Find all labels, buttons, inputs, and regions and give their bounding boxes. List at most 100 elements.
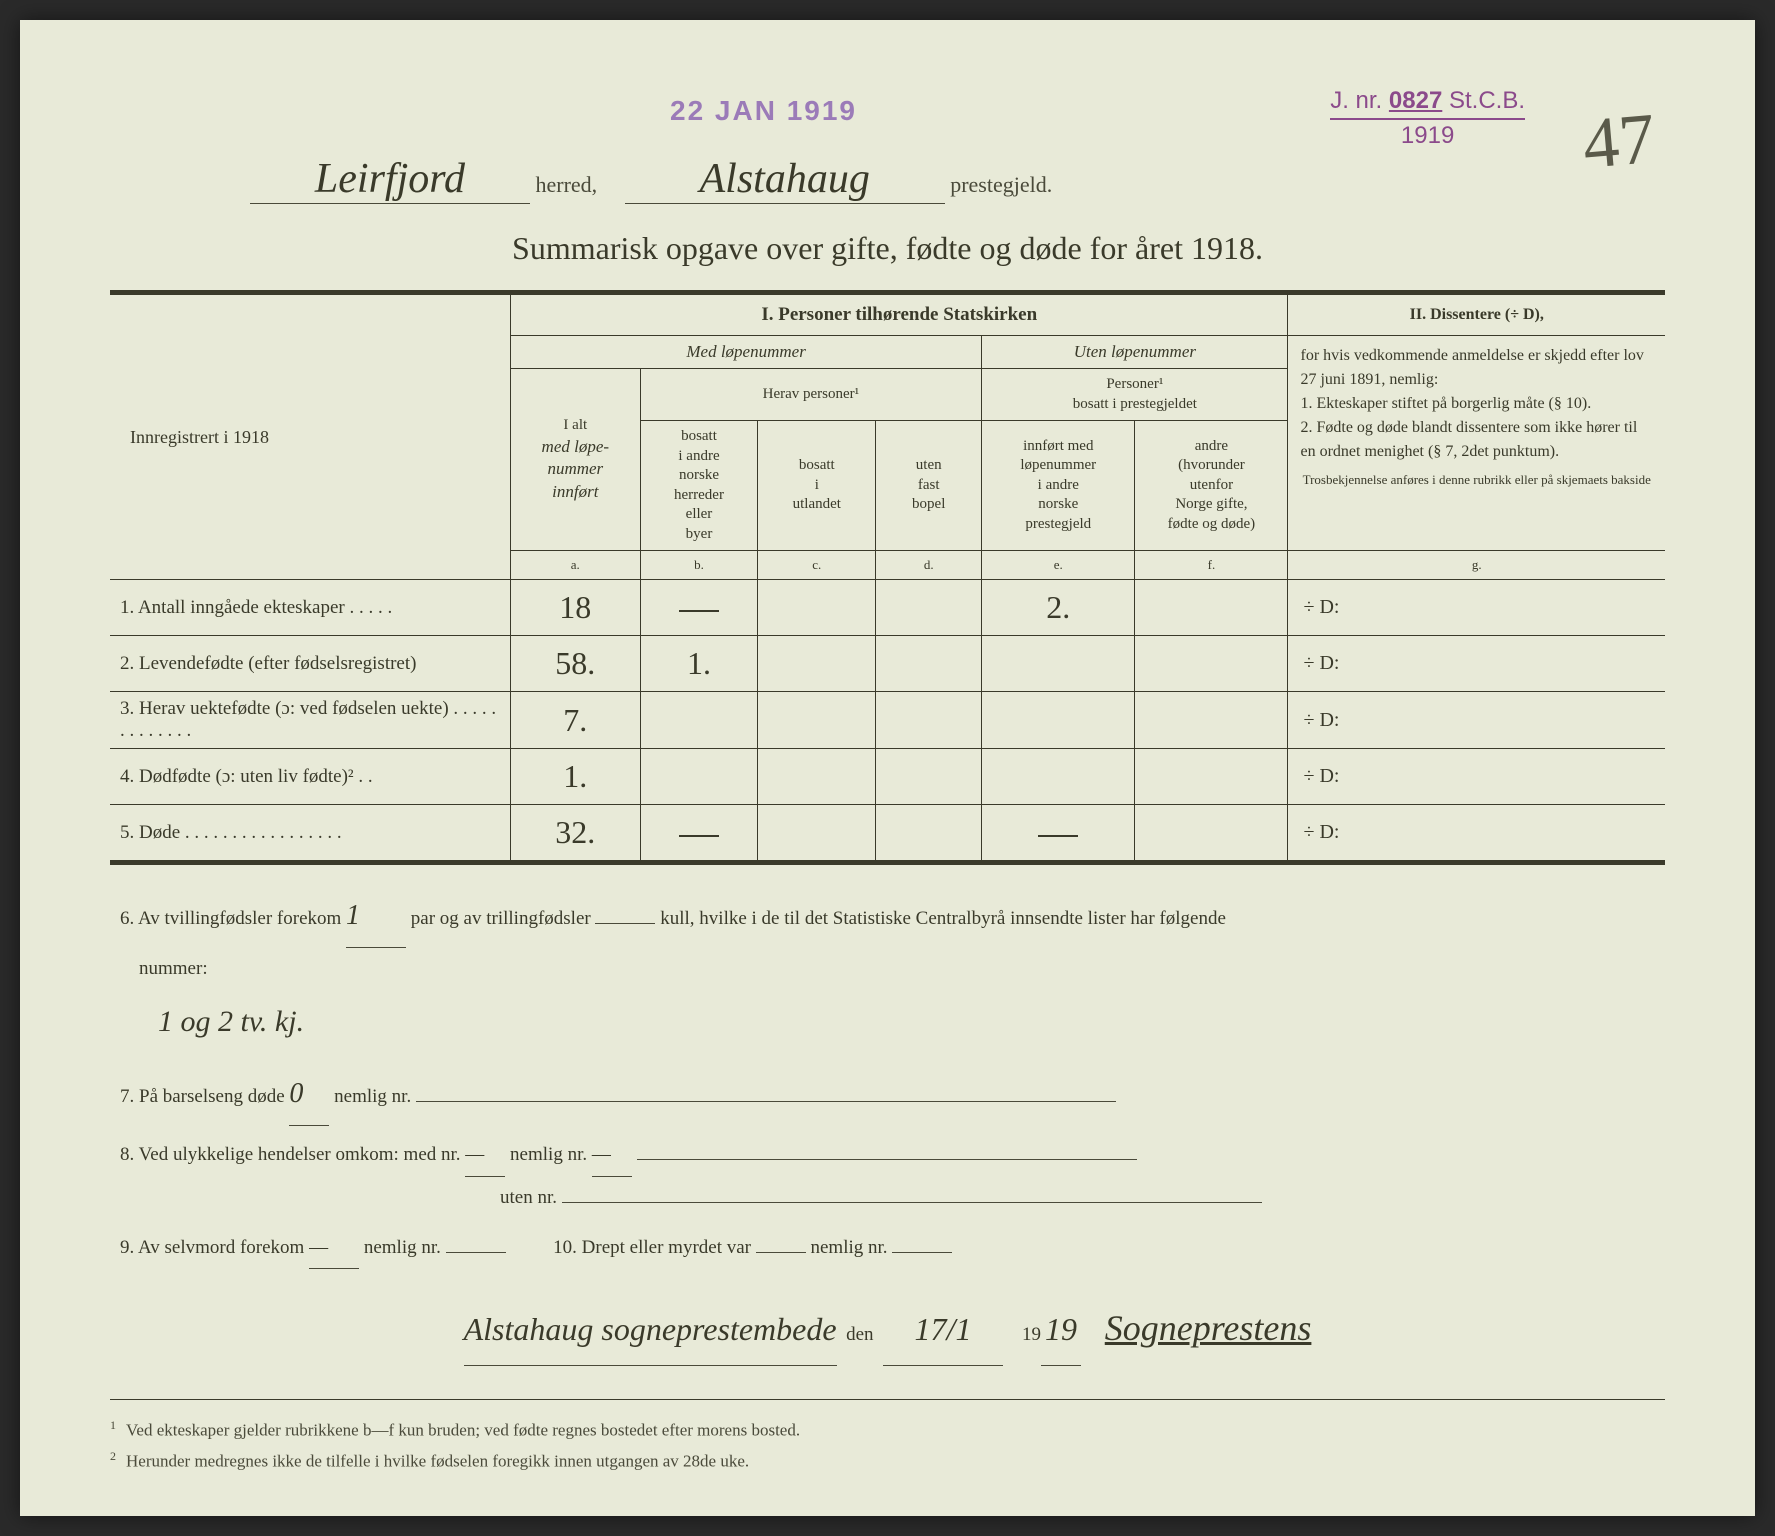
summary-table: Innregistrert i 1918 I. Personer tilhøre… xyxy=(110,294,1665,861)
col-e-header: innført med løpenummer i andre norske pr… xyxy=(982,421,1135,551)
cell-b xyxy=(640,580,758,636)
signature-line: Alstahaug sogneprestembede den 17/1 1919… xyxy=(120,1289,1655,1368)
document-title: Summarisk opgave over gifte, fødte og dø… xyxy=(110,230,1665,267)
personer-bosatt: Personer¹ bosatt i prestegjeldet xyxy=(982,369,1288,421)
cell-c xyxy=(758,692,876,749)
item6-pre: 6. Av tvillingfødsler forekom xyxy=(120,908,341,929)
cell-g: ÷ D: xyxy=(1288,692,1665,749)
sig-place: Alstahaug sogneprestembede xyxy=(464,1294,837,1365)
item9-fill1: — xyxy=(309,1227,359,1270)
item9-pre: 9. Av selvmord forekom xyxy=(120,1237,304,1258)
col-f-label: f. xyxy=(1135,551,1288,580)
cell-g: ÷ D: xyxy=(1288,805,1665,861)
cell-d xyxy=(876,636,982,692)
footnote-2: 2Herunder medregnes ikke de tilfelle i h… xyxy=(110,1446,1665,1477)
journal-number-stamp: J. nr. 0827 St.C.B. 1919 xyxy=(1330,85,1525,151)
item-7: 7. På barselseng døde 0 nemlig nr. xyxy=(120,1063,1655,1126)
sig-year-pre: 19 xyxy=(1022,1324,1041,1345)
sig-den: den xyxy=(846,1324,873,1345)
cell-d xyxy=(876,692,982,749)
sig-date: 17/1 xyxy=(883,1294,1003,1365)
footnotes: 1Ved ekteskaper gjelder rubrikkene b—f k… xyxy=(110,1399,1665,1478)
herred-label: herred, xyxy=(536,172,598,197)
table-row: 1. Antall inngåede ekteskaper . . . . .1… xyxy=(110,580,1665,636)
cell-b: 1. xyxy=(640,636,758,692)
item6-val1: 1 xyxy=(346,885,406,948)
location-line: Leirfjord herred, Alstahaug prestegjeld. xyxy=(250,155,1450,204)
item6-note: 1 og 2 tv. kj. xyxy=(158,1005,304,1038)
col-f-header: andre (hvorunder utenfor Norge gifte, fø… xyxy=(1135,421,1288,551)
cell-a: 58. xyxy=(511,636,641,692)
table-row: 3. Herav uektefødte (ɔ: ved fødselen uek… xyxy=(110,692,1665,749)
cell-c xyxy=(758,749,876,805)
document-page: 22 JAN 1919 J. nr. 0827 St.C.B. 1919 47 … xyxy=(20,20,1755,1516)
date-stamp: 22 JAN 1919 xyxy=(670,95,857,127)
cell-a: 32. xyxy=(511,805,641,861)
row-label: 2. Levendefødte (efter fødselsregistret) xyxy=(110,636,511,692)
item10-fill1 xyxy=(756,1252,806,1253)
table-row: 5. Døde . . . . . . . . . . . . . . . . … xyxy=(110,805,1665,861)
header-region: 22 JAN 1919 J. nr. 0827 St.C.B. 1919 47 … xyxy=(110,80,1665,280)
item8-fill4 xyxy=(562,1202,1262,1203)
row-label: 1. Antall inngåede ekteskaper . . . . . xyxy=(110,580,511,636)
item6-post: kull, hvilke i de til det Statistiske Ce… xyxy=(660,908,1226,929)
section2-small: Trosbekjennelse anføres i denne rubrikk … xyxy=(1300,470,1653,490)
cell-a: 7. xyxy=(511,692,641,749)
cell-b xyxy=(640,692,758,749)
section2-title: II. Dissentere (÷ D), xyxy=(1288,295,1665,336)
footnote-2-text: Herunder medregnes ikke de tilfelle i hv… xyxy=(126,1451,749,1470)
cell-f xyxy=(1135,636,1288,692)
row-label: 4. Dødfødte (ɔ: uten liv fødte)² . . xyxy=(110,749,511,805)
col-g-label: g. xyxy=(1288,551,1665,580)
item9-fill2 xyxy=(446,1252,506,1253)
cell-f xyxy=(1135,805,1288,861)
jnr-number: 0827 xyxy=(1389,87,1442,114)
col-a-label: a. xyxy=(511,551,641,580)
jnr-prefix: J. nr. xyxy=(1330,87,1382,114)
col-d-header: uten fast bopel xyxy=(876,421,982,551)
main-table: Innregistrert i 1918 I. Personer tilhøre… xyxy=(110,290,1665,865)
sig-year: 19 xyxy=(1041,1294,1081,1365)
jnr-year: 1919 xyxy=(1330,120,1525,151)
section2-text-body: for hvis vedkommende anmeldelse er skjed… xyxy=(1300,344,1653,464)
signature: Sogneprestens xyxy=(1105,1308,1312,1348)
cell-a: 18 xyxy=(511,580,641,636)
cell-a: 1. xyxy=(511,749,641,805)
cell-d xyxy=(876,580,982,636)
cell-c xyxy=(758,805,876,861)
item-9-10: 9. Av selvmord forekom — nemlig nr. 10. … xyxy=(120,1227,1655,1270)
section2-text: for hvis vedkommende anmeldelse er skjed… xyxy=(1288,336,1665,551)
item7-fill xyxy=(416,1101,1116,1102)
item-6: 6. Av tvillingfødsler forekom 1 par og a… xyxy=(120,885,1655,1055)
cell-g: ÷ D: xyxy=(1288,580,1665,636)
herav-personer: Herav personer¹ xyxy=(640,369,982,421)
col-c-header: bosatt i utlandet xyxy=(758,421,876,551)
prestegjeld-label: prestegjeld. xyxy=(950,172,1052,197)
left-header: Innregistrert i 1918 xyxy=(110,295,511,580)
cell-f xyxy=(1135,692,1288,749)
footnote-1-text: Ved ekteskaper gjelder rubrikkene b—f ku… xyxy=(126,1420,800,1439)
section1-title: I. Personer tilhørende Statskirken xyxy=(511,295,1288,336)
prestegjeld-value: Alstahaug xyxy=(625,155,945,204)
cell-c xyxy=(758,636,876,692)
i-alt-sub: med løpe- nummer innført xyxy=(542,437,610,501)
item7-pre: 7. På barselseng døde xyxy=(120,1086,285,1107)
cell-e xyxy=(982,636,1135,692)
item8-uten: uten nr. xyxy=(500,1187,557,1208)
item6-fill xyxy=(595,923,655,924)
cell-c xyxy=(758,580,876,636)
col-c-label: c. xyxy=(758,551,876,580)
item7-val: 0 xyxy=(289,1063,329,1126)
row-label: 3. Herav uektefødte (ɔ: ved fødselen uek… xyxy=(110,692,511,749)
cell-f xyxy=(1135,580,1288,636)
item6-nummer: nummer: xyxy=(139,958,208,979)
bottom-section: 6. Av tvillingfødsler forekom 1 par og a… xyxy=(110,885,1665,1369)
cell-b xyxy=(640,805,758,861)
item8-fill1: — xyxy=(465,1134,505,1177)
item10-fill2 xyxy=(892,1252,952,1253)
cell-b xyxy=(640,749,758,805)
col-e-label: e. xyxy=(982,551,1135,580)
item8-fill3 xyxy=(637,1159,1137,1160)
uten-lopenummer: Uten løpenummer xyxy=(982,336,1288,369)
cell-d xyxy=(876,749,982,805)
